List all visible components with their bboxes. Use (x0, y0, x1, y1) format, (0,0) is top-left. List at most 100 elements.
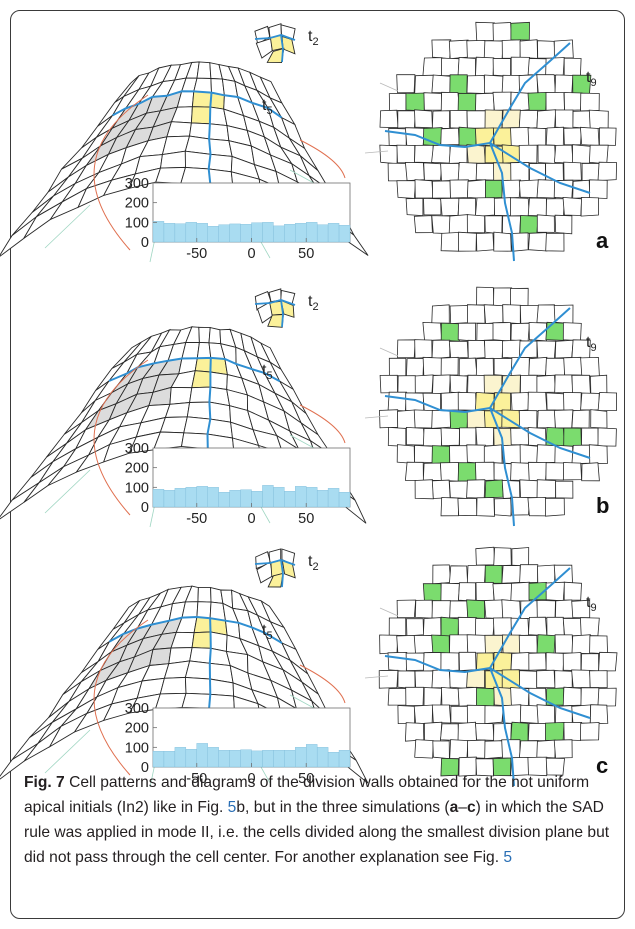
disk-cell (510, 721, 529, 742)
normal-ray (379, 347, 399, 357)
disk-cell (590, 409, 608, 429)
cell-disk (378, 546, 618, 787)
disk-cell (431, 339, 451, 360)
disk-cell (484, 215, 503, 235)
disk-cell (493, 547, 512, 567)
disk-cell (484, 599, 504, 620)
disk-cell (405, 426, 426, 446)
disk-cell (580, 196, 599, 217)
histogram-bar (229, 490, 241, 508)
disk-cell (449, 374, 468, 395)
disk-cell (448, 39, 469, 60)
disk-cell (580, 392, 600, 411)
time-label-t5-subscript: 5 (266, 105, 272, 117)
disk-cell (527, 461, 548, 482)
disk-cell (440, 57, 460, 77)
disk-cell (527, 127, 547, 147)
disk-cell (518, 340, 538, 359)
disk-cell (536, 214, 555, 233)
disk-cell (510, 392, 530, 412)
histogram-bar (273, 487, 285, 508)
orange-arc (93, 94, 149, 251)
disk-cell (545, 652, 565, 672)
disk-cell (422, 652, 443, 672)
panel-a: 300 200 100 0 -50 0 50 t2 t5 t9 a (0, 0, 635, 265)
disk-cell (457, 391, 477, 411)
disk-cell (588, 179, 608, 199)
disk-cell (457, 92, 477, 112)
division-wall (280, 559, 284, 588)
histogram-bar (196, 486, 208, 508)
disk-cell (422, 127, 443, 147)
mesh-cell (194, 357, 212, 373)
disk-cell (562, 617, 583, 637)
figure-ref-link[interactable]: 5 (503, 849, 513, 866)
histogram-bar (306, 744, 318, 768)
disk-cell (537, 40, 556, 59)
histogram-bar (152, 751, 165, 768)
disk-cell (589, 704, 609, 725)
disk-cell (397, 705, 416, 725)
disk-cell (439, 462, 460, 482)
mesh-cell (154, 692, 187, 711)
x-tick-label: 50 (298, 771, 314, 787)
disk-cell (440, 322, 460, 342)
x-tick-label: -50 (186, 771, 207, 787)
disk-cell (519, 215, 539, 235)
disk-cell (510, 581, 530, 602)
disk-cell (422, 462, 443, 481)
disk-cell (466, 304, 486, 324)
panel-c: 300 200 100 0 -50 0 50 t2 t5 t9 c (0, 525, 635, 790)
disk-cell (546, 392, 565, 411)
mesh-cell (184, 150, 212, 170)
normal-ray (364, 675, 389, 679)
histogram-bar (306, 222, 318, 243)
disk-cell (492, 322, 511, 342)
time-label-t9-main: t (586, 594, 591, 611)
disk-cell (554, 444, 574, 465)
division-wall (489, 407, 515, 527)
disk-cell (431, 110, 451, 129)
disk-cell (536, 739, 556, 759)
disk-cell (466, 144, 486, 164)
histogram-bar (240, 224, 252, 243)
disk-cell (404, 461, 424, 481)
histogram: 300 200 100 0 -50 0 50 (125, 701, 351, 787)
disk-cell (422, 583, 443, 602)
disk-cell (432, 374, 451, 395)
panel-letter: c (596, 753, 608, 778)
disk-cell (396, 74, 416, 94)
normal-ray (379, 607, 399, 617)
disk-cell (414, 739, 434, 759)
mesh-cell (169, 386, 193, 405)
histogram-bar (273, 225, 285, 243)
disk-cell (485, 179, 503, 199)
disk-cell (537, 564, 556, 585)
figure-ref-link[interactable]: 5 (227, 799, 237, 816)
disk-cell (432, 740, 450, 760)
mesh-cell (191, 90, 212, 108)
disk-cell (536, 109, 557, 129)
disk-cell (563, 392, 582, 412)
disk-cell (405, 92, 425, 112)
disk-cell (440, 91, 461, 112)
disk-cell (501, 39, 522, 59)
mesh-cell (190, 106, 211, 125)
disk-cell (545, 357, 565, 377)
disk-cell (476, 286, 495, 306)
division-wall (280, 34, 284, 63)
x-tick-label: 0 (247, 771, 255, 787)
disk-cell (431, 74, 452, 93)
disk-cell (493, 231, 512, 252)
disk-cell (553, 144, 574, 164)
disk-cell (579, 617, 600, 637)
disk-cell (519, 444, 539, 464)
division-wall (206, 357, 212, 450)
division-wall (489, 42, 571, 144)
normal-ray (44, 469, 91, 514)
y-tick-label: 100 (125, 215, 149, 231)
disk-cell (528, 356, 548, 376)
y-tick-label: 0 (141, 235, 149, 251)
disk-cell (423, 92, 443, 111)
